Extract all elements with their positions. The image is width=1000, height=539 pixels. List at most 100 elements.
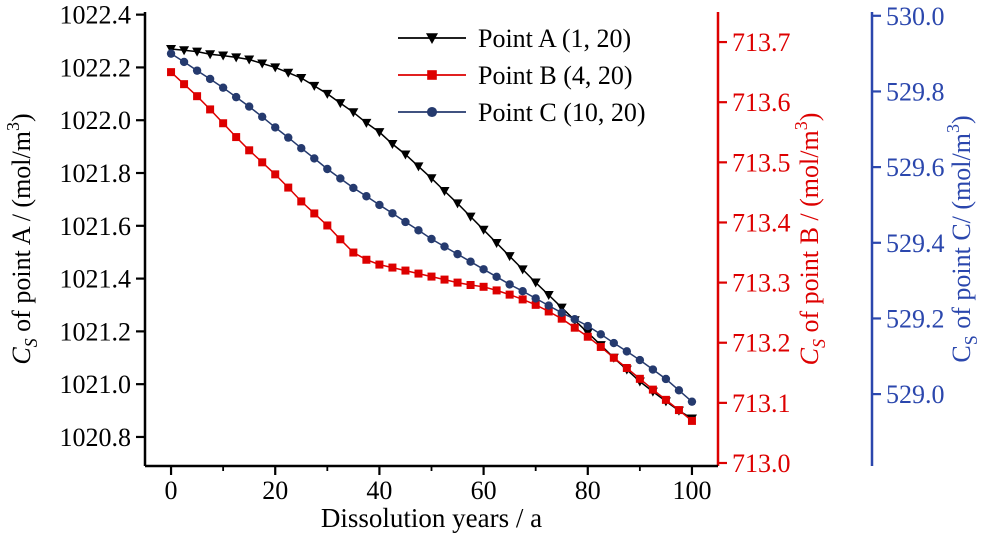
square-marker-icon	[648, 385, 657, 394]
circle-marker-icon	[544, 301, 553, 310]
triangle-down-marker-icon	[283, 68, 294, 78]
legend-entry-label: Point C (10, 20)	[478, 98, 646, 127]
circle-marker-icon	[323, 164, 332, 174]
square-marker-icon	[271, 170, 280, 179]
axis-A-tick-label: 1021.0	[60, 370, 132, 399]
circle-marker-icon	[505, 280, 514, 289]
x-axis-tick-label: 60	[471, 476, 497, 505]
triangle-down-marker-icon	[231, 53, 242, 63]
circle-marker-icon	[453, 249, 462, 259]
triangle-down-marker-icon	[426, 174, 437, 184]
circle-marker-icon	[518, 287, 527, 296]
circle-marker-icon	[570, 315, 579, 324]
triangle-down-marker-icon	[179, 46, 190, 56]
circle-marker-icon	[375, 200, 384, 210]
circle-marker-icon	[179, 57, 189, 67]
circle-marker-icon	[166, 49, 176, 58]
circle-marker-icon	[231, 92, 241, 102]
circle-marker-icon	[349, 183, 358, 193]
svg-text:CS of point C/ (mol/m3): CS of point C/ (mol/m3)	[943, 115, 981, 362]
axis-C-tick-label: 529.6	[886, 153, 945, 182]
square-marker-icon	[193, 92, 202, 101]
square-marker-icon	[219, 119, 228, 128]
triangle-down-marker-icon	[517, 265, 528, 275]
circle-marker-icon	[687, 397, 697, 406]
triangle-down-marker-icon	[309, 81, 320, 91]
circle-marker-icon	[284, 133, 293, 142]
circle-marker-icon	[401, 217, 410, 227]
axis-C-tick-label: 529.4	[886, 229, 945, 258]
circle-marker-icon	[466, 257, 475, 266]
square-marker-icon	[362, 255, 371, 264]
square-marker-icon	[596, 342, 605, 351]
triangle-down-marker-icon	[413, 162, 424, 172]
axis-B-tick-label: 713.5	[732, 148, 791, 177]
triangle-down-marker-icon	[257, 59, 268, 69]
triangle-down-marker-icon	[335, 99, 346, 109]
triangle-down-marker-icon	[478, 225, 489, 235]
triangle-down-marker-icon	[361, 118, 372, 128]
circle-marker-icon	[205, 74, 215, 84]
axis-A-title: CS of point A / (mol/m3)	[3, 113, 41, 364]
triangle-down-marker-icon	[205, 50, 216, 60]
square-marker-icon	[661, 395, 670, 404]
triangle-down-marker-icon	[530, 278, 541, 288]
square-marker-icon	[622, 363, 631, 372]
square-marker-icon	[453, 278, 462, 287]
triangle-down-marker-icon	[439, 186, 450, 196]
square-marker-icon	[570, 323, 579, 332]
circle-marker-icon	[427, 234, 436, 244]
x-axis-tick-label: 0	[165, 476, 178, 505]
circle-marker-icon	[218, 83, 228, 92]
x-axis-tick-label: 40	[366, 476, 392, 505]
circle-marker-icon	[648, 365, 658, 374]
square-marker-icon	[245, 146, 254, 155]
square-marker-icon	[414, 269, 423, 278]
axis-B-tick-label: 713.6	[732, 88, 791, 117]
axis-A-tick-label: 1022.2	[60, 53, 132, 82]
circle-marker-icon	[310, 154, 319, 163]
square-marker-icon	[336, 235, 345, 244]
axis-B-tick-label: 713.1	[732, 389, 791, 418]
square-marker-icon	[401, 266, 410, 275]
axis-B-tick-label: 713.4	[732, 208, 791, 237]
square-marker-icon	[258, 158, 267, 167]
triangle-down-marker-icon	[322, 89, 333, 99]
square-marker-icon	[687, 416, 696, 425]
circle-marker-icon	[426, 106, 438, 118]
triangle-down-marker-icon	[296, 73, 307, 83]
circle-marker-icon	[297, 144, 306, 153]
x-axis-title: Dissolution years / a	[321, 503, 542, 533]
circle-marker-icon	[479, 265, 488, 274]
square-marker-icon	[375, 260, 384, 269]
axis-B-tick-label: 713.7	[732, 28, 791, 57]
square-marker-icon	[557, 314, 566, 323]
square-marker-icon	[427, 272, 436, 281]
svg-text:CS of point A / (mol/m3): CS of point A / (mol/m3)	[3, 113, 41, 364]
axis-A-tick-label: 1022.0	[60, 106, 132, 135]
circle-marker-icon	[388, 209, 397, 218]
axis-C-title: CS of point C/ (mol/m3)	[943, 115, 981, 362]
square-marker-icon	[544, 307, 553, 316]
circle-marker-icon	[492, 272, 501, 282]
axis-B-tick-label: 713.2	[732, 329, 791, 358]
square-marker-icon	[323, 221, 332, 230]
square-marker-icon	[297, 197, 306, 206]
square-marker-icon	[180, 80, 189, 89]
circle-marker-icon	[258, 112, 267, 121]
legend-entry-label: Point B (4, 20)	[478, 61, 633, 90]
triangle-down-marker-icon	[270, 63, 281, 73]
square-marker-icon	[167, 68, 176, 77]
axis-B-tick-label: 713.3	[732, 269, 791, 298]
circle-marker-icon	[531, 294, 540, 303]
circle-marker-icon	[557, 308, 566, 317]
triangle-down-marker-icon	[491, 238, 502, 248]
triangle-down-marker-icon	[218, 51, 229, 61]
axis-A-tick-label: 1021.2	[60, 317, 132, 346]
circle-marker-icon	[622, 347, 632, 356]
triangle-down-marker-icon	[543, 290, 554, 300]
legend-entry-label: Point A (1, 20)	[478, 24, 631, 53]
square-marker-icon	[609, 353, 618, 362]
